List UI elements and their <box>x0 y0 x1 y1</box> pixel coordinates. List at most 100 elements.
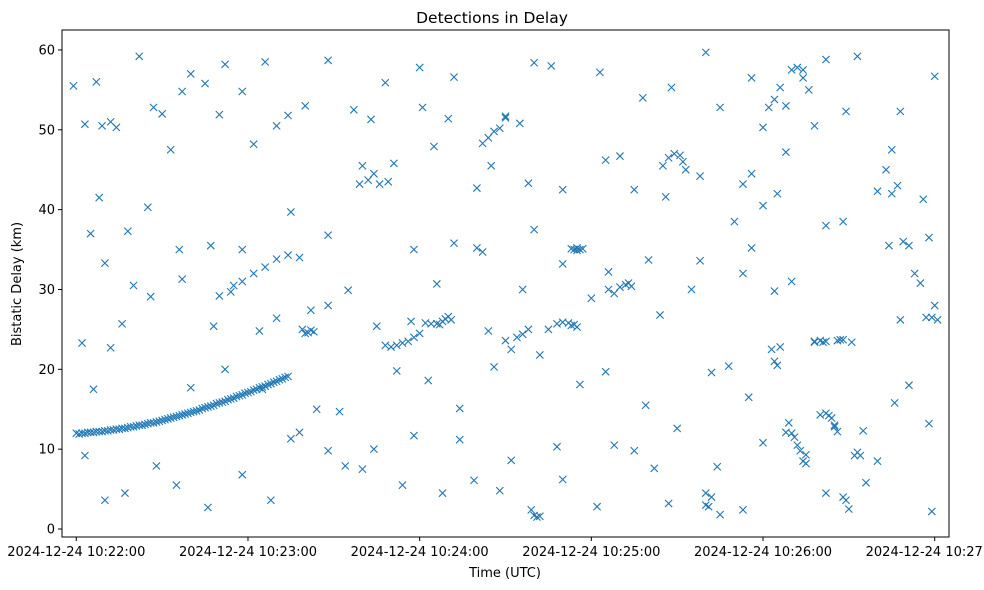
data-point <box>716 510 725 519</box>
data-point <box>744 393 753 402</box>
y-axis-ticks: 0 10 20 30 40 50 60 <box>38 43 62 538</box>
data-point <box>447 315 456 324</box>
data-point <box>713 462 722 471</box>
data-point <box>186 69 195 78</box>
data-point <box>667 83 676 92</box>
data-point <box>701 48 710 57</box>
data-point <box>630 185 639 194</box>
data-point <box>793 63 802 72</box>
data-point <box>178 410 187 419</box>
data-point <box>192 406 201 415</box>
data-point <box>821 221 830 230</box>
data-point <box>209 322 218 331</box>
data-point <box>258 385 267 394</box>
data-point <box>284 251 293 260</box>
data-point <box>793 441 802 450</box>
x-tick-label: 2024-12-24 10:22:00 <box>7 545 145 560</box>
data-point <box>221 365 230 374</box>
data-point <box>238 245 247 254</box>
data-point <box>201 403 210 412</box>
data-point <box>853 52 862 61</box>
data-point <box>143 203 152 212</box>
data-point <box>532 513 541 522</box>
data-point <box>472 184 481 193</box>
data-point <box>364 176 373 185</box>
data-point <box>398 481 407 490</box>
plot-frame <box>61 29 950 538</box>
y-tick-label: 10 <box>38 443 55 458</box>
data-point <box>773 361 782 370</box>
data-point <box>409 245 418 254</box>
data-point <box>146 292 155 301</box>
data-point <box>767 345 776 354</box>
data-point <box>558 475 567 484</box>
data-point <box>223 395 232 404</box>
data-point <box>821 489 830 498</box>
data-point <box>92 77 101 86</box>
data-point <box>501 113 510 122</box>
data-point <box>424 376 433 385</box>
x-axis-ticks: 2024-12-24 10:22:00 2024-12-24 10:23:00 20… <box>7 537 984 560</box>
data-point <box>215 110 224 119</box>
data-point <box>553 442 561 451</box>
data-point <box>570 245 579 254</box>
data-point <box>175 245 184 254</box>
data-point <box>203 503 212 512</box>
data-point <box>896 107 905 116</box>
data-point <box>770 357 779 366</box>
data-point <box>238 87 247 96</box>
data-point <box>927 507 936 516</box>
data-point <box>844 505 853 514</box>
data-point <box>759 201 768 210</box>
data-point <box>241 389 250 398</box>
data-point <box>69 81 78 90</box>
data-point <box>226 287 235 296</box>
data-point <box>490 362 499 371</box>
data-point <box>163 414 172 423</box>
data-point <box>264 380 273 389</box>
data-point <box>149 103 158 112</box>
data-point <box>324 301 333 310</box>
data-point <box>358 465 367 474</box>
data-point <box>738 180 747 189</box>
data-point <box>324 446 333 455</box>
data-point <box>358 161 367 170</box>
data-point <box>140 420 149 429</box>
data-point <box>873 457 882 466</box>
data-point <box>804 85 813 94</box>
data-point <box>747 73 756 82</box>
data-point <box>535 350 544 359</box>
data-point <box>392 341 401 350</box>
data-point <box>696 256 705 265</box>
data-point <box>166 145 175 154</box>
data-point <box>183 409 192 418</box>
data-point <box>661 192 670 201</box>
data-point <box>418 103 427 112</box>
data-point <box>355 180 364 189</box>
data-point <box>842 107 850 116</box>
data-point <box>787 277 796 286</box>
data-point <box>601 156 610 165</box>
data-point <box>158 416 167 425</box>
y-tick-label: 20 <box>38 363 55 378</box>
data-point <box>484 327 493 335</box>
data-point <box>930 301 939 310</box>
data-point <box>149 418 158 427</box>
data-point <box>438 489 447 498</box>
y-tick-label: 0 <box>47 523 55 538</box>
data-point <box>842 496 850 505</box>
data-point <box>501 112 510 121</box>
x-tick-label: 2024-12-24 10:24:00 <box>351 545 489 560</box>
data-point <box>567 321 576 330</box>
data-point <box>272 121 281 130</box>
data-point <box>916 279 925 288</box>
data-point <box>415 63 424 72</box>
data-point <box>615 152 624 161</box>
data-point <box>269 378 278 387</box>
data-point <box>547 61 556 70</box>
data-point <box>201 79 210 88</box>
data-point <box>790 433 799 442</box>
data-point <box>172 481 181 490</box>
data-point <box>890 398 899 407</box>
